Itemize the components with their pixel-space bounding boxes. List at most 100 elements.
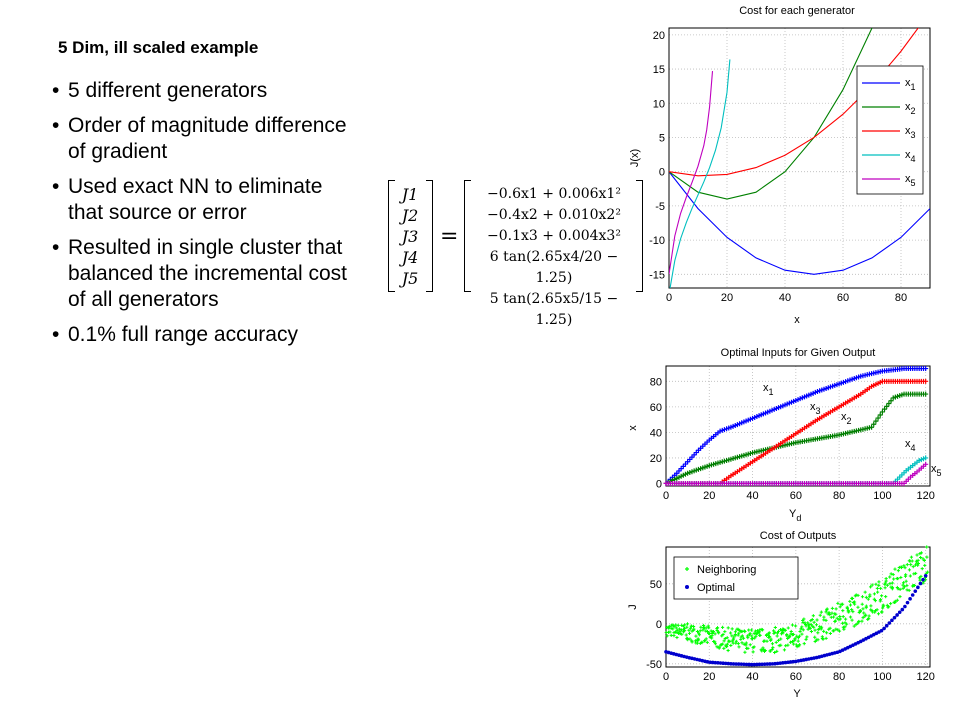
data-point: [909, 563, 913, 567]
data-point: [848, 615, 853, 619]
data-point: [838, 614, 842, 619]
data-point: [672, 633, 676, 638]
lhs-bracket-left: [388, 180, 395, 292]
data-point: [701, 628, 705, 632]
data-point: [743, 629, 747, 634]
data-point: [884, 594, 888, 599]
data-point: [783, 660, 788, 665]
data-point: [881, 603, 885, 607]
data-point: [845, 606, 849, 610]
data-point: [696, 638, 701, 642]
data-point: [730, 634, 734, 638]
lhs-entry: J5: [401, 269, 419, 288]
data-point: [767, 631, 771, 635]
data-point: [825, 607, 829, 611]
data-point: [875, 586, 879, 590]
data-point: [733, 630, 738, 634]
series-group-x1: [663, 366, 929, 486]
data-point: [771, 646, 775, 650]
data-point: [862, 611, 866, 615]
data-point: [799, 627, 803, 631]
data-point: [742, 662, 746, 667]
data-point: [722, 646, 726, 650]
data-point: [713, 640, 717, 644]
legend-label: x4: [905, 149, 916, 164]
data-point: [916, 563, 920, 567]
data-point: [797, 643, 802, 647]
data-point: [760, 662, 764, 667]
data-point: [898, 594, 902, 599]
x-tick-label: 40: [746, 490, 758, 502]
data-point: [858, 609, 863, 613]
x-tick-label: 0: [663, 490, 669, 502]
data-point: [734, 639, 738, 643]
data-point: [731, 662, 736, 666]
data-point: [914, 559, 918, 563]
data-point: [685, 622, 690, 626]
data-point: [776, 638, 781, 642]
x-tick-label: 60: [790, 671, 802, 683]
data-point: [694, 634, 698, 638]
data-point: [757, 662, 762, 667]
data-point: [895, 613, 899, 617]
data-point: [860, 619, 864, 623]
data-point: [720, 625, 725, 629]
data-point: [757, 630, 761, 634]
data-point: [890, 618, 894, 623]
data-point: [801, 628, 805, 632]
data-point: [850, 618, 854, 622]
y-axis-label: J(x): [629, 149, 641, 167]
legend-label: Neighboring: [697, 564, 756, 576]
data-point: [813, 628, 817, 632]
data-point: [687, 631, 692, 635]
data-point: [891, 572, 895, 577]
data-point: [890, 581, 894, 585]
data-point: [875, 608, 879, 612]
data-point: [856, 593, 860, 598]
data-point: [723, 636, 727, 641]
data-point: [902, 585, 907, 589]
data-point: [824, 636, 828, 640]
data-point: [773, 625, 777, 630]
series-group-x5: [663, 461, 929, 486]
data-point: [916, 585, 920, 590]
data-point: [915, 553, 919, 557]
data-point: [836, 601, 840, 605]
series-annotation: x2: [841, 411, 852, 426]
data-point: [802, 642, 806, 646]
data-point: [680, 632, 684, 636]
data-point: [884, 577, 888, 581]
bullet-item: Resulted in single cluster that balanced…: [52, 235, 352, 313]
data-point: [726, 626, 730, 630]
data-point: [815, 618, 819, 622]
data-point: [820, 635, 824, 639]
data-point: [923, 574, 928, 578]
data-point: [860, 602, 864, 606]
data-point: [785, 632, 789, 637]
series-group-neighboring: [664, 545, 930, 655]
data-point: [834, 612, 838, 616]
cost-equation: J1 J2 J3 J4 J5 = −0.6x1 + 0.006x1² −0.4x…: [388, 178, 646, 328]
data-point: [717, 645, 721, 649]
data-point: [708, 660, 712, 665]
data-point: [824, 618, 828, 622]
data-point: [707, 626, 711, 630]
x-axis-label: Y: [793, 688, 801, 700]
data-point: [904, 579, 908, 583]
data-point: [729, 662, 733, 666]
data-point: [923, 461, 929, 467]
data-point: [779, 637, 783, 641]
data-point: [810, 617, 814, 622]
data-point: [841, 609, 845, 613]
data-point: [755, 662, 759, 667]
data-point: [876, 590, 880, 594]
legend-label: x5: [905, 173, 916, 188]
data-point: [731, 636, 736, 640]
data-point: [809, 629, 814, 634]
data-point: [762, 662, 767, 666]
data-point: [838, 605, 842, 609]
data-point: [788, 660, 793, 664]
data-point: [736, 633, 740, 637]
data-point: [773, 630, 777, 635]
